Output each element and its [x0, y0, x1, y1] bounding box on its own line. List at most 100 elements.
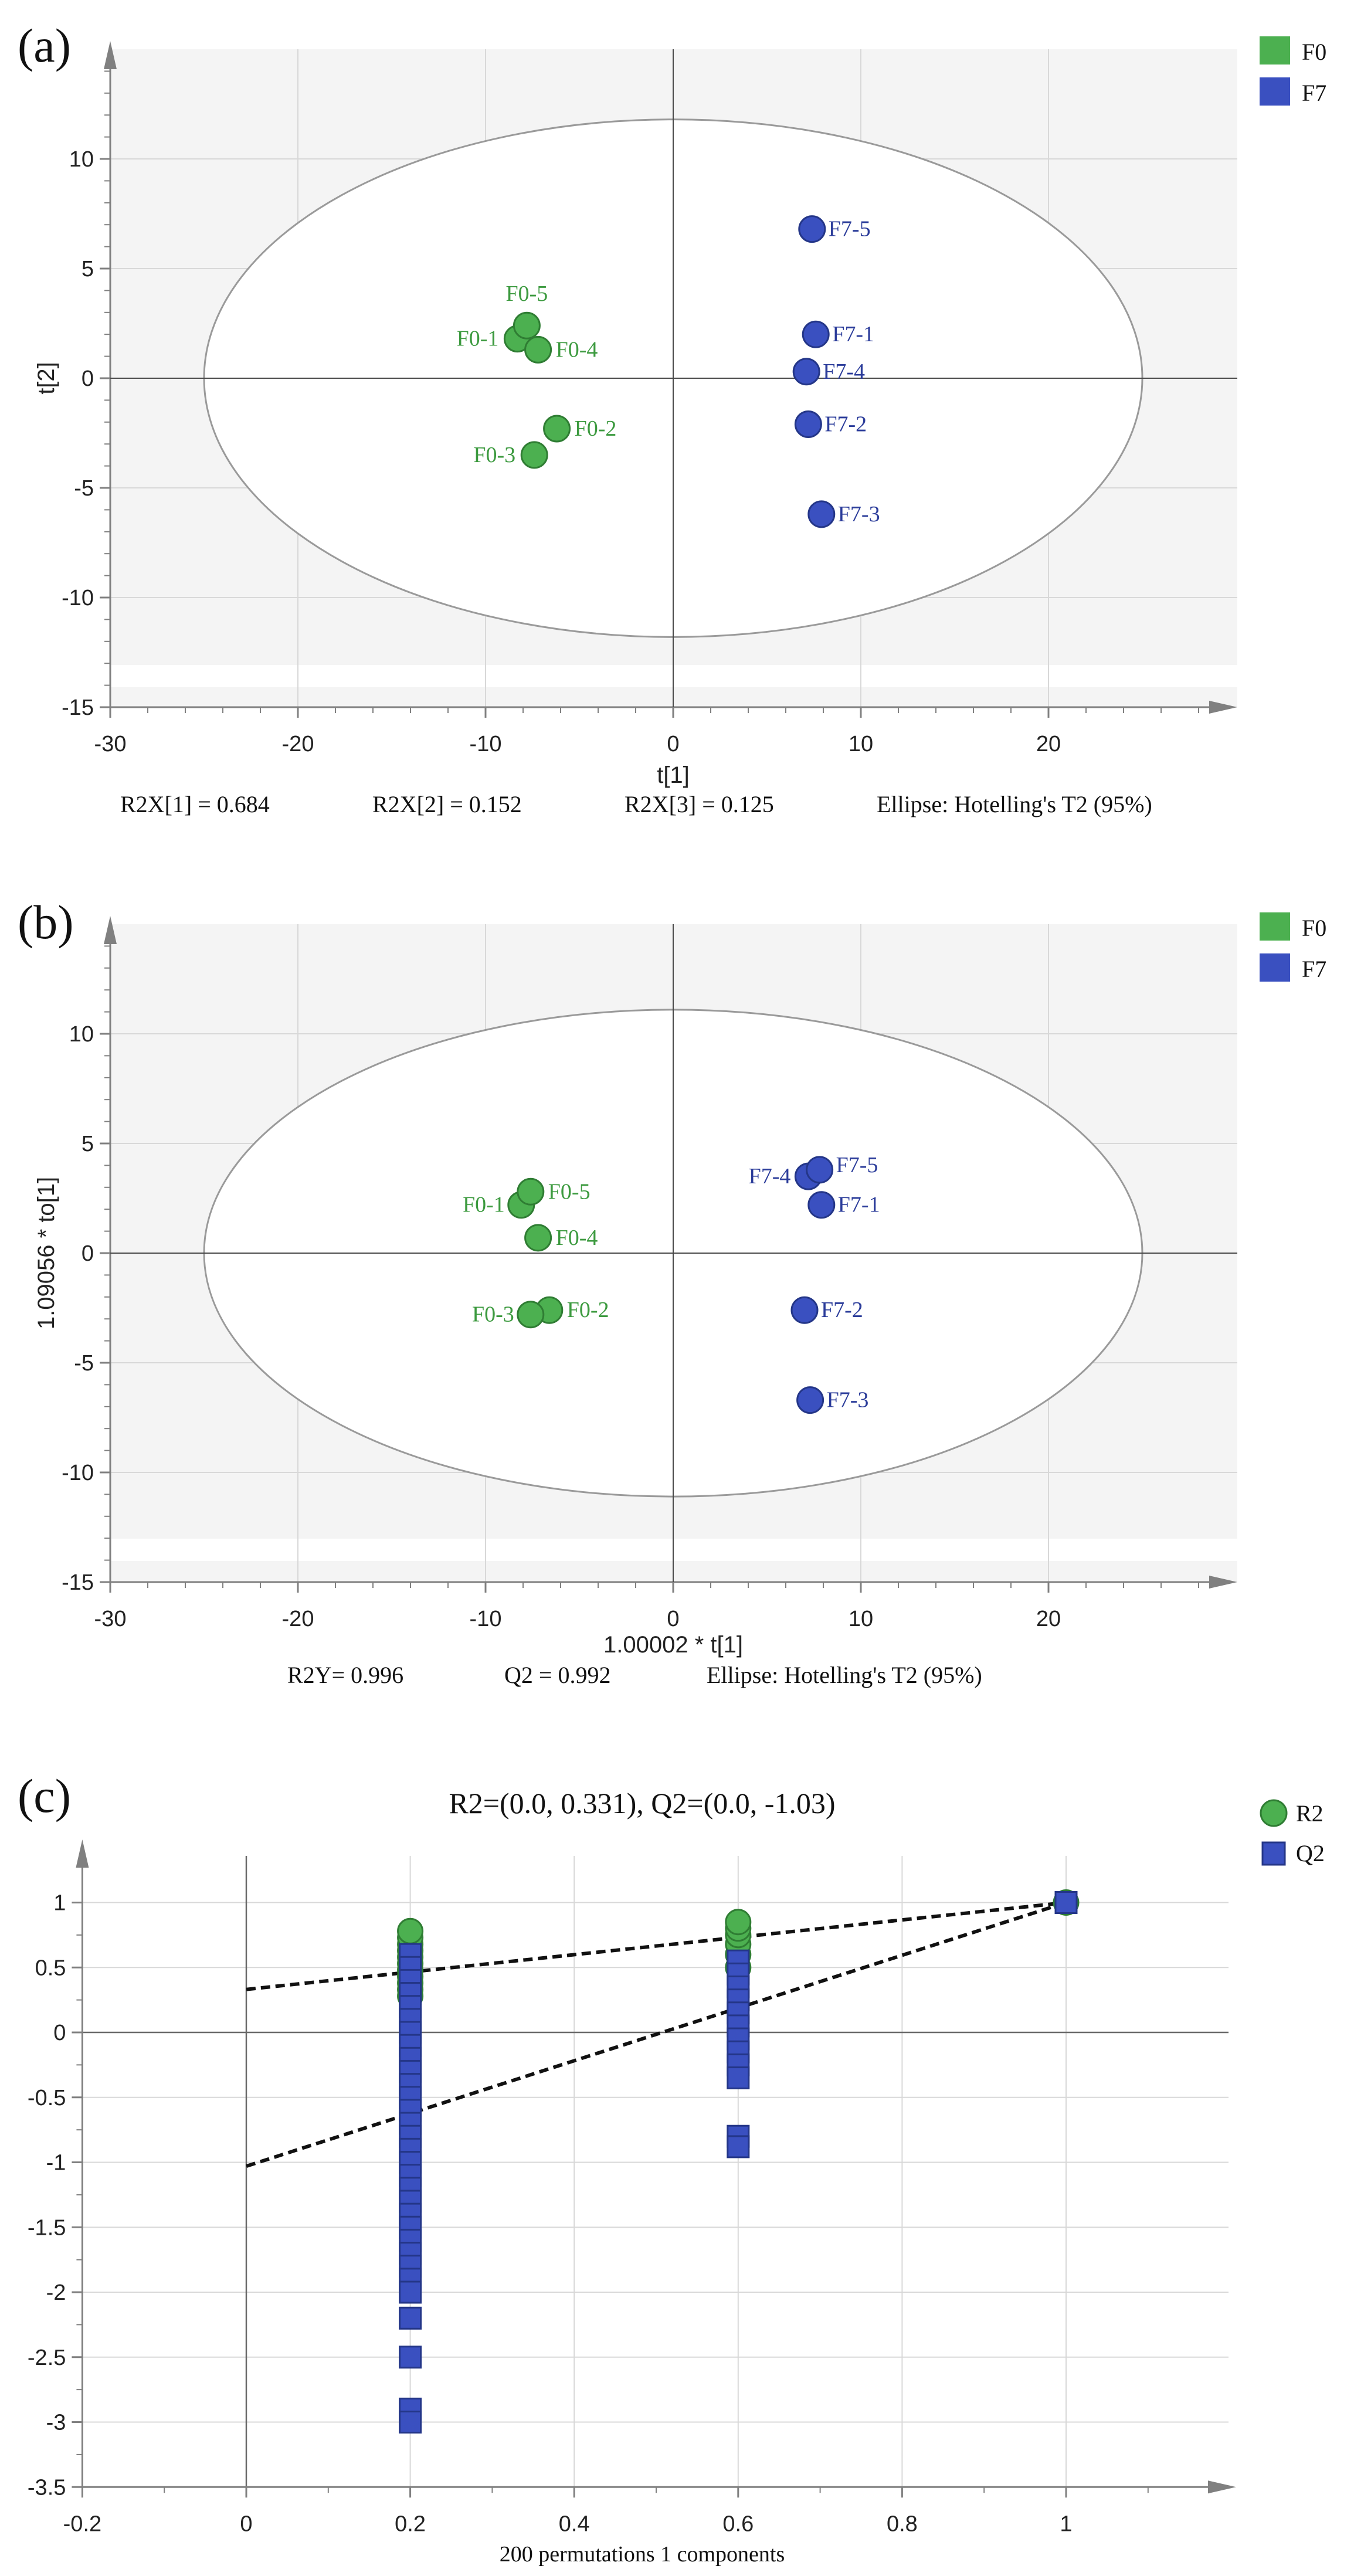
y-axis-label: t[2]	[33, 362, 59, 395]
y-tick-label: -0.5	[28, 2086, 66, 2110]
q2-point	[399, 2280, 422, 2304]
y-tick-label: -1	[46, 2151, 66, 2175]
point-label: F7-1	[832, 322, 874, 347]
legend-label: F0	[1302, 915, 1326, 941]
y-axis-arrow	[104, 916, 117, 944]
x-tick-label: -10	[470, 732, 502, 756]
y-tick-label: 1	[53, 1891, 66, 1916]
data-point	[517, 1177, 545, 1206]
point-label: F0-3	[472, 1302, 514, 1327]
regression-line-r2	[246, 1900, 1067, 1991]
y-tick-label: -3.5	[28, 2475, 66, 2500]
y-tick-label: -10	[62, 1461, 94, 1485]
footer-stat: R2X[2] = 0.152	[372, 791, 522, 817]
point-label: F7-1	[838, 1193, 880, 1217]
point-label: F0-3	[473, 443, 515, 467]
x-tick-label: -20	[282, 732, 314, 756]
x-tick-label: -10	[470, 1607, 502, 1631]
point-label: F7-2	[824, 412, 867, 437]
point-label: F7-5	[836, 1153, 878, 1177]
y-tick-label: -10	[62, 586, 94, 610]
data-point	[794, 410, 822, 439]
y-tick-label: 5	[82, 257, 94, 281]
x-tick-label: -30	[94, 1607, 127, 1631]
footer-stat: Ellipse: Hotelling's T2 (95%)	[877, 791, 1152, 817]
legend-label: F7	[1302, 80, 1326, 106]
footer-stat: Ellipse: Hotelling's T2 (95%)	[707, 1662, 982, 1688]
point-label: F7-2	[821, 1298, 863, 1322]
point-label: F0-2	[567, 1298, 609, 1322]
point-label: F0-5	[548, 1179, 591, 1204]
x-tick-label: 0	[667, 732, 679, 756]
x-tick-label: 0.4	[559, 2511, 590, 2536]
y-axis-arrow	[104, 41, 117, 69]
q2-point	[727, 2135, 750, 2158]
x-axis-label: 200 permutations 1 components	[500, 2542, 785, 2567]
y-tick-label: 0	[82, 1241, 94, 1266]
data-point	[524, 335, 552, 364]
y-tick-label: -2	[46, 2280, 66, 2305]
y-tick-label: 10	[69, 1022, 94, 1047]
panel-label: (b)	[18, 895, 74, 949]
x-tick-label: -20	[282, 1607, 314, 1631]
footer-stat: R2X[3] = 0.125	[625, 791, 774, 817]
data-point	[796, 1386, 824, 1414]
panel-c: -0.2 0 0.2 0.4 0.6 0.8 1 -3.5 -3 -2.5 -2 -1.5 -1 -0.5…	[18, 1769, 1325, 2567]
point-label: F7-3	[827, 1388, 869, 1413]
data-point	[790, 1296, 819, 1324]
point-label: F0-1	[463, 1193, 505, 1217]
point-label: F7-3	[838, 502, 880, 527]
x-tick-label: 0	[240, 2511, 252, 2536]
regression-line-q2	[246, 1900, 1067, 2168]
data-point	[802, 320, 830, 348]
panel-label: (c)	[18, 1769, 71, 1822]
data-point	[543, 415, 571, 443]
legend-swatch	[1260, 77, 1290, 106]
footer-stat: Q2 = 0.992	[504, 1662, 610, 1688]
q2-point	[399, 2306, 422, 2330]
y-tick-label: 10	[69, 147, 94, 172]
panel-label: (a)	[18, 19, 71, 72]
legend-swatch	[1260, 953, 1290, 982]
x-tick-label: 10	[849, 732, 873, 756]
x-axis-arrow	[1209, 701, 1237, 714]
y-tick-label: 0	[82, 366, 94, 391]
x-tick-label: 20	[1036, 732, 1061, 756]
data-point	[520, 441, 548, 469]
legend-label: F0	[1302, 39, 1326, 65]
legend-label: Q2	[1296, 1840, 1325, 1866]
data-point	[798, 215, 826, 243]
point-label: F7-4	[749, 1164, 791, 1189]
panel-b: -30 -20 -10 0 10 20 -15 -10 -5 0 5 10 F0-1 F0-2 F0-3 F0…	[18, 895, 1326, 1688]
legend-label: F7	[1302, 956, 1326, 982]
q2-point	[399, 2411, 422, 2434]
q2-point	[727, 2066, 750, 2090]
footer-stat: R2X[1] = 0.684	[120, 791, 270, 817]
legend-label: R2	[1296, 1800, 1324, 1827]
legend-swatch-q2	[1261, 1841, 1286, 1866]
point-label: F0-1	[457, 327, 499, 351]
x-tick-label: 1	[1060, 2511, 1072, 2536]
y-tick-label: 0.5	[35, 1956, 66, 1980]
x-axis-label: 1.00002 * t[1]	[603, 1632, 743, 1658]
point-label: F0-2	[575, 416, 617, 441]
y-tick-label: 5	[82, 1132, 94, 1156]
chart-title: R2=(0.0, 0.331), Q2=(0.0, -1.03)	[449, 1787, 835, 1820]
q2-point	[399, 2346, 422, 2369]
x-tick-label: 10	[849, 1607, 873, 1631]
y-tick-label: -15	[62, 1570, 94, 1595]
data-point	[524, 1224, 552, 1252]
footer-stat: R2Y= 0.996	[287, 1662, 403, 1688]
x-axis-arrow	[1209, 1576, 1237, 1589]
y-axis-label: 1.09056 * to[1]	[33, 1177, 59, 1329]
panel-a: -30 -20 -10 0 10 20 -15 -10 -5 0 5 10 F0-1 F0-2 F0-3 F0…	[18, 19, 1326, 817]
legend-swatch	[1260, 36, 1290, 65]
data-point	[513, 311, 541, 340]
x-axis-label: t[1]	[657, 762, 690, 788]
data-point	[807, 1191, 836, 1219]
y-tick-label: 0	[53, 2021, 66, 2045]
data-point	[792, 358, 820, 386]
x-tick-label: -30	[94, 732, 127, 756]
y-tick-label: -15	[62, 695, 94, 720]
